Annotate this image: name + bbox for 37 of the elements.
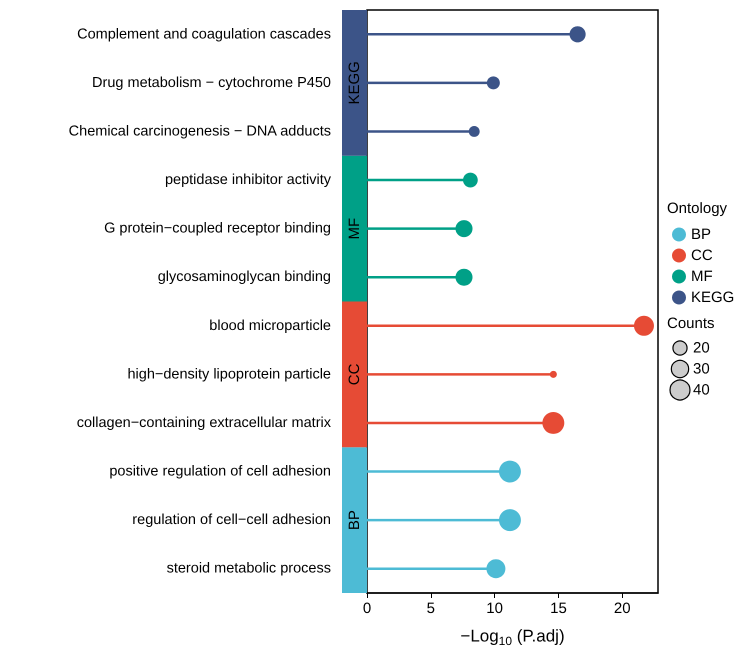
point: [499, 460, 521, 482]
point: [499, 509, 521, 532]
point: [456, 268, 473, 286]
y-tick-label: steroid metabolic process: [166, 560, 331, 577]
point: [634, 316, 654, 336]
point: [542, 412, 564, 434]
legend-label: 20: [693, 340, 710, 356]
legend-label: BP: [691, 226, 712, 243]
text: KEGG: [346, 61, 363, 105]
y-tick-label: collagen−containing extracellular matrix: [76, 414, 332, 431]
y-tick-label: Complement and coagulation cascades: [77, 26, 331, 42]
point: [456, 220, 473, 238]
y-tick-label: peptidase inhibitor activity: [164, 172, 332, 188]
legend-label: 30: [693, 360, 710, 378]
x-tick-label: 10: [486, 600, 503, 617]
color-bar-title: Counts: [667, 315, 715, 332]
legend-label: 40: [693, 382, 710, 398]
legend-label: KEGG: [691, 289, 734, 306]
text: MF: [346, 218, 363, 240]
y-tick-label: blood microparticle: [209, 318, 331, 334]
legend-label: MF: [691, 268, 713, 285]
y-tick-label: Chemical carcinogenesis − DNA adducts: [68, 123, 331, 140]
y-tick-label: high−density lipoprotein particle: [127, 366, 331, 382]
text: CC: [346, 364, 363, 386]
y-tick-label: Drug metabolism − cytochrome P450: [92, 74, 331, 91]
x-tick-label: 0: [362, 600, 372, 617]
legend-title: Ontology: [667, 200, 728, 217]
text: BP: [346, 510, 363, 530]
x-tick-label: 5: [426, 600, 435, 617]
y-tick-label: G protein−coupled receptor binding: [104, 220, 331, 237]
point: [486, 76, 500, 90]
x-tick-label: 15: [550, 600, 567, 617]
y-tick-label: regulation of cell−cell adhesion: [132, 512, 331, 528]
y-tick-label: positive regulation of cell adhesion: [109, 464, 331, 480]
x-tick-label: 20: [614, 600, 631, 617]
legend-label: CC: [691, 247, 713, 264]
y-tick-label: glycosaminoglycan binding: [158, 269, 331, 286]
